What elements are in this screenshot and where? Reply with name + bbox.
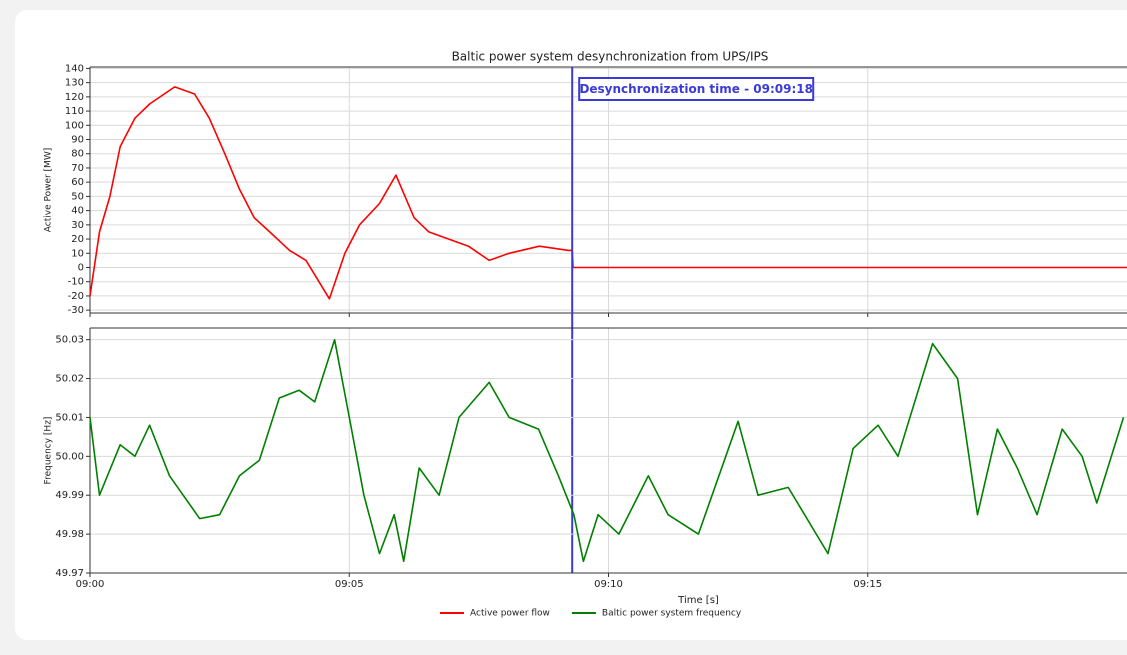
y-tick-label: 70 (71, 163, 84, 174)
legend-label: Baltic power system frequency (602, 609, 742, 619)
y-tick-label: 100 (65, 120, 84, 131)
data-line (89, 338, 1125, 563)
y-tick-label: 49.98 (55, 529, 84, 540)
card (15, 10, 1127, 640)
x-tick-label: 09:15 (853, 579, 882, 590)
y-tick-label: 50.03 (55, 335, 84, 346)
y-tick-label: 140 (65, 63, 84, 74)
y-tick-label: -30 (68, 305, 84, 316)
y-tick-label: 120 (65, 92, 84, 103)
x-tick-label: 09:10 (594, 579, 623, 590)
y-tick-label: 130 (65, 78, 84, 89)
y-tick-label: 0 (78, 262, 84, 273)
y-tick-label: 60 (71, 177, 84, 188)
y-tick-label: -20 (68, 291, 84, 302)
y-tick-label: 49.99 (55, 490, 84, 501)
x-tick-label: 09:00 (76, 579, 105, 590)
y-tick-label: 40 (71, 206, 84, 217)
x-tick-label: 09:05 (335, 579, 364, 590)
y-tick-label: 50.01 (55, 412, 84, 423)
y-tick-label: 110 (65, 106, 84, 117)
y-tick-label: 50 (71, 191, 84, 202)
annotation-text: Desynchronization time - 09:09:18 (579, 82, 813, 96)
annotation-box (578, 77, 815, 101)
y-tick-label: 20 (71, 234, 84, 245)
y-tick-label: -10 (68, 277, 84, 288)
data-line (89, 86, 1127, 300)
y-axis-label: Frequency [Hz] (44, 417, 54, 485)
y-tick-label: 50.00 (55, 451, 84, 462)
y-tick-label: 49.97 (55, 568, 84, 579)
y-tick-label: 80 (71, 149, 84, 160)
chart-title: Baltic power system desynchronization fr… (452, 50, 769, 64)
legend-label: Active power flow (470, 609, 550, 619)
y-tick-label: 10 (71, 248, 84, 259)
y-tick-label: 30 (71, 220, 84, 231)
y-tick-label: 90 (71, 135, 84, 146)
y-tick-label: 50.02 (55, 374, 84, 385)
x-axis-label: Time [s] (677, 595, 719, 606)
y-axis-label: Active Power [MW] (44, 148, 54, 232)
